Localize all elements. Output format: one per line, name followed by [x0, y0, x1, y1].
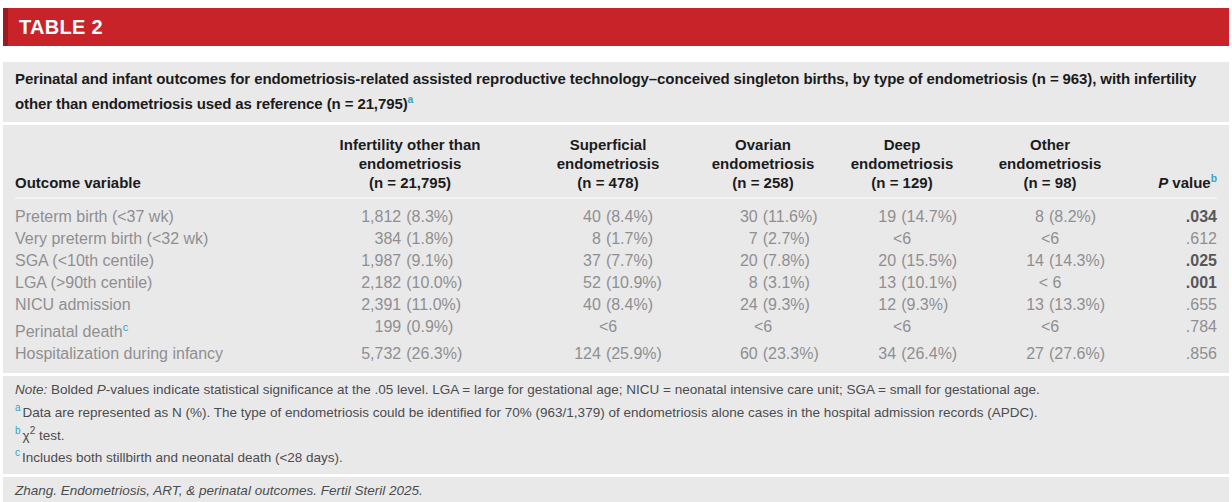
value-cell: 24(9.3%): [697, 294, 829, 316]
value-cell: 20(7.8%): [697, 250, 829, 272]
p-value-cell: .612: [1125, 228, 1217, 250]
value-cell: 19(14.7%): [829, 198, 975, 228]
group-column-header: Ovarian endometriosis (n = 258): [697, 125, 829, 198]
outcome-label: Perinatal deathc: [15, 316, 301, 343]
p-value-cell: .856: [1125, 343, 1217, 365]
group-column-header: Infertility other than endometriosis (n …: [301, 125, 519, 198]
table-title: Perinatal and infant outcomes for endome…: [15, 68, 1217, 114]
table-banner: TABLE 2: [3, 8, 1229, 46]
value-cell: 52(10.9%): [519, 272, 697, 294]
outcome-column-header: Outcome variable: [15, 125, 301, 198]
outcomes-table: Outcome variable Infertility other than …: [15, 125, 1217, 365]
value-cell: 30(11.6%): [697, 198, 829, 228]
table-rows: Preterm birth (<37 wk) 1,812(8.3%)40(8.4…: [15, 198, 1217, 365]
value-cell: 5,732(26.3%): [301, 343, 519, 365]
p-value-cell: .025: [1125, 250, 1217, 272]
value-cell: <6: [975, 316, 1125, 343]
value-cell: 8(8.2%): [975, 198, 1125, 228]
table-row: SGA (<10th centile) 1,987(9.1%)37(7.7%)2…: [15, 250, 1217, 272]
value-cell: 14(14.3%): [975, 250, 1125, 272]
citation-panel: Zhang. Endometriosis, ART, & perinatal o…: [3, 477, 1229, 502]
value-cell: 27(27.6%): [975, 343, 1125, 365]
footnotes-panel: Note: Bolded P-values indicate statistic…: [3, 376, 1229, 474]
footnote-a: aData are represented as N (%). The type…: [15, 399, 1217, 422]
table-number-label: TABLE 2: [19, 16, 103, 39]
value-cell: 124(25.9%): [519, 343, 697, 365]
p-value-cell: .784: [1125, 316, 1217, 343]
note-line: Note: Bolded P-values indicate statistic…: [15, 381, 1217, 399]
value-cell: <6: [697, 316, 829, 343]
p-value-footnote-marker: b: [1211, 173, 1217, 184]
citation-text: Zhang. Endometriosis, ART, & perinatal o…: [15, 483, 423, 498]
table-row: NICU admission 2,391(11.0%)40(8.4%)24(9.…: [15, 294, 1217, 316]
value-cell: 60(23.3%): [697, 343, 829, 365]
outcome-label: SGA (<10th centile): [15, 250, 301, 272]
value-cell: 384(1.8%): [301, 228, 519, 250]
p-value-cell: .001: [1125, 272, 1217, 294]
table-row: Preterm birth (<37 wk) 1,812(8.3%)40(8.4…: [15, 198, 1217, 228]
value-cell: 199(0.9%): [301, 316, 519, 343]
header-row: Outcome variable Infertility other than …: [15, 125, 1217, 198]
table-row: Hospitalization during infancy 5,732(26.…: [15, 343, 1217, 365]
value-cell: 8(1.7%): [519, 228, 697, 250]
outcome-label: LGA (>90th centile): [15, 272, 301, 294]
value-cell: 2,391(11.0%): [301, 294, 519, 316]
table-body-panel: Outcome variable Infertility other than …: [3, 125, 1229, 373]
footnote-b: bχ2 test.: [15, 422, 1217, 445]
value-cell: 2,182(10.0%): [301, 272, 519, 294]
group-column-header: Other endometriosis (n = 98): [975, 125, 1125, 198]
value-cell: 40(8.4%): [519, 198, 697, 228]
title-footnote-marker: a: [408, 94, 414, 105]
p-value-cell: .034: [1125, 198, 1217, 228]
outcome-label: Very preterm birth (<32 wk): [15, 228, 301, 250]
outcome-label: Preterm birth (<37 wk): [15, 198, 301, 228]
value-cell: 37(7.7%): [519, 250, 697, 272]
value-cell: 40(8.4%): [519, 294, 697, 316]
value-cell: 1,812(8.3%): [301, 198, 519, 228]
table-row: LGA (>90th centile) 2,182(10.0%)52(10.9%…: [15, 272, 1217, 294]
footnote-c: cIncludes both stillbirth and neonatal d…: [15, 444, 1217, 467]
value-cell: 13(10.1%): [829, 272, 975, 294]
value-cell: < 6: [975, 272, 1125, 294]
table-title-panel: Perinatal and infant outcomes for endome…: [3, 62, 1229, 122]
value-cell: 34(26.4%): [829, 343, 975, 365]
group-column-header: Superficial endometriosis (n = 478): [519, 125, 697, 198]
value-cell: 13(13.3%): [975, 294, 1125, 316]
value-cell: 12(9.3%): [829, 294, 975, 316]
outcome-footnote-marker: c: [123, 321, 129, 333]
value-cell: <6: [519, 316, 697, 343]
p-value-cell: .655: [1125, 294, 1217, 316]
value-cell: <6: [829, 228, 975, 250]
value-cell: <6: [975, 228, 1125, 250]
value-cell: 7(2.7%): [697, 228, 829, 250]
table-row: Perinatal deathc 199(0.9%)<6<6<6<6.784: [15, 316, 1217, 343]
value-cell: 1,987(9.1%): [301, 250, 519, 272]
p-value-column-header: P valueb: [1125, 125, 1217, 198]
table-row: Very preterm birth (<32 wk) 384(1.8%)8(1…: [15, 228, 1217, 250]
value-cell: 8(3.1%): [697, 272, 829, 294]
group-column-header: Deep endometriosis (n = 129): [829, 125, 975, 198]
outcome-label: Hospitalization during infancy: [15, 343, 301, 365]
value-cell: <6: [829, 316, 975, 343]
outcome-label: NICU admission: [15, 294, 301, 316]
value-cell: 20(15.5%): [829, 250, 975, 272]
